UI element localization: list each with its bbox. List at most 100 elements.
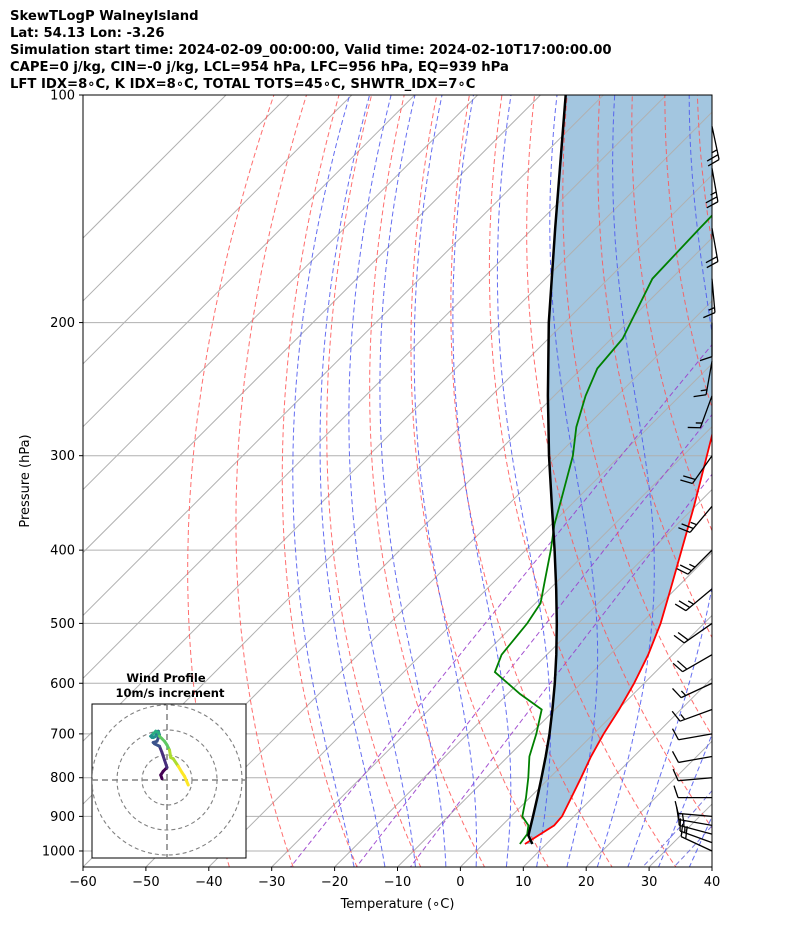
barb-staff — [705, 361, 713, 395]
barb-staff — [680, 836, 713, 852]
barb-half-flag — [680, 714, 686, 720]
x-tick-label: −50 — [132, 875, 159, 890]
x-tick-label: −10 — [384, 875, 411, 890]
barb-flag — [685, 826, 688, 839]
mixing-ratio-line — [409, 473, 712, 867]
dry-adiabat-line — [235, 95, 308, 867]
barb-flag — [699, 355, 713, 362]
barb-half-flag — [700, 389, 708, 392]
dewpoint-line — [493, 214, 712, 845]
barb-flag — [674, 603, 687, 612]
x-tick-label: 30 — [641, 875, 658, 890]
barb-flag — [671, 751, 680, 763]
x-tick-label: 10 — [515, 875, 532, 890]
dry-adiabat-line — [281, 95, 358, 867]
cape-fill-layer — [524, 95, 712, 844]
barb-staff — [689, 505, 713, 533]
barb-staff — [682, 654, 713, 673]
moist-adiabat-line — [452, 95, 512, 867]
x-tick-label: 0 — [456, 875, 464, 890]
wind-barb — [674, 800, 713, 818]
dry-adiabat-line — [597, 95, 712, 639]
moist-adiabat-line — [319, 95, 386, 867]
barb-flag — [677, 631, 689, 641]
y-tick-label: 300 — [50, 449, 75, 464]
temperature-line — [524, 431, 712, 845]
x-tick-label: −20 — [321, 875, 348, 890]
isotherm-line — [83, 111, 712, 742]
profiles-layer — [493, 95, 712, 845]
wind-barb — [680, 455, 713, 485]
isotherm-line — [208, 363, 712, 867]
barb-flag — [673, 634, 685, 644]
barb-staff — [680, 682, 713, 699]
y-tick-label: 700 — [50, 727, 75, 742]
barb-flag — [678, 600, 691, 609]
barb-flag — [705, 196, 718, 204]
barb-staff — [678, 812, 713, 818]
wind-barb — [672, 654, 713, 673]
barb-staff — [711, 168, 719, 202]
hodograph-segment — [171, 757, 180, 768]
y-axis-label: Pressure (hPa) — [18, 434, 33, 527]
barb-staff — [711, 228, 719, 262]
moist-adiabat-line — [549, 95, 599, 867]
isotherm-line — [83, 95, 353, 365]
isotherm-line — [333, 488, 712, 867]
moist-adiabat-line — [413, 95, 477, 867]
barb-flag — [673, 785, 679, 798]
wind-barb — [676, 549, 713, 575]
barb-staff — [678, 818, 713, 827]
inset-frame — [91, 703, 247, 859]
dry-adiabat-line — [369, 95, 486, 867]
moist-adiabat-line — [596, 95, 655, 867]
barb-staff — [683, 622, 713, 644]
inset-title: Wind Profile — [126, 671, 206, 685]
barb-flag — [672, 662, 683, 673]
isotherm-line — [83, 95, 290, 302]
barb-flag — [674, 800, 679, 814]
barb-flag — [703, 312, 716, 319]
inset-subtitle: 10m/s increment — [116, 686, 225, 700]
barb-half-flag — [689, 563, 696, 568]
y-tick-label: 400 — [50, 544, 75, 559]
barb-flag — [672, 688, 682, 699]
moist-adiabat-line — [744, 78, 794, 882]
isotherm-line — [83, 95, 542, 554]
barb-half-flag — [680, 690, 687, 696]
location-line: Lat: 54.13 Lon: -3.26 — [10, 26, 165, 41]
isotherm-line — [396, 551, 712, 867]
axes-layer: −60 −50 −40 −30 −20 −10 0 10 20 30 40 100 200 300 400 5… — [18, 89, 720, 913]
x-tick-label: 20 — [578, 875, 595, 890]
wind-barb — [687, 395, 713, 429]
barb-flag — [671, 728, 680, 741]
isotherm-line — [83, 95, 416, 428]
wind-barb — [678, 505, 713, 533]
dry-adiabat-line — [410, 95, 549, 867]
barb-flag — [705, 256, 718, 264]
x-tick-label: −60 — [69, 875, 96, 890]
y-tick-label: 800 — [50, 771, 75, 786]
hodograph-segment — [183, 774, 190, 787]
barb-flag — [678, 527, 691, 533]
x-tick-label: −30 — [258, 875, 285, 890]
cape-shading — [524, 95, 712, 844]
ice-curve-layer — [641, 789, 712, 867]
dry-adiabat-line — [326, 95, 422, 867]
chart-title: SkewTLogP WalneyIsland — [10, 9, 199, 24]
barb-flag — [680, 479, 693, 485]
barb-staff — [678, 755, 713, 764]
barb-flag — [707, 158, 720, 167]
x-tick-label: −40 — [195, 875, 222, 890]
barb-flag — [676, 660, 688, 670]
wind-barbs-layer — [671, 126, 720, 852]
moist-adiabat-line — [496, 95, 551, 867]
wind-barb — [673, 785, 712, 799]
barb-flag — [676, 567, 689, 575]
wind-barb — [693, 361, 713, 398]
wind-barb — [672, 768, 713, 782]
barb-flag — [679, 564, 692, 572]
x-tick-label: 40 — [704, 875, 721, 890]
